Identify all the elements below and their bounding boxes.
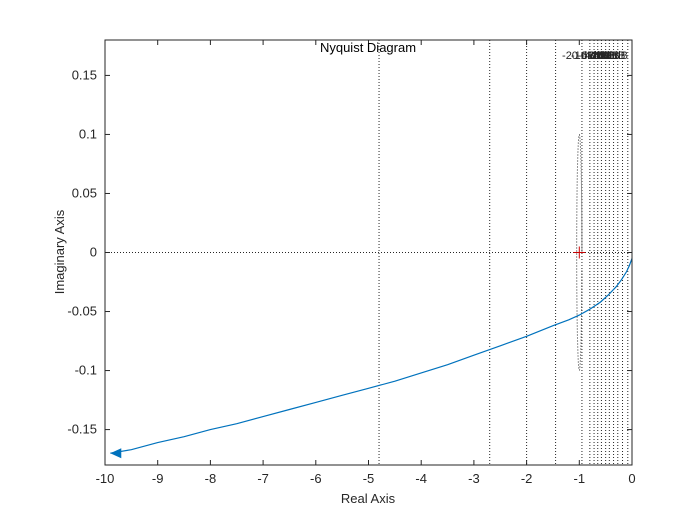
x-tick-label: -1 xyxy=(574,471,586,486)
grid-magnitude-label: 2 dB xyxy=(592,50,615,62)
tick-layer: -10 -9 -8 -7 -6 -5 -4 -3 -2 -1 0-0.15-0.1-0.0500.0… xyxy=(67,40,636,486)
nyquist-curve xyxy=(110,258,633,454)
chart-title: Nyquist Diagram xyxy=(320,40,416,55)
grid-magnitude-label: -10 dB xyxy=(571,50,603,62)
grid-magnitude-label: -20 dB xyxy=(562,50,594,62)
x-tick-label: -4 xyxy=(415,471,427,486)
x-tick-label: -2 xyxy=(521,471,533,486)
grid-magnitude-label: 0 dB xyxy=(589,50,612,62)
x-tick-label: -6 xyxy=(310,471,322,486)
x-tick-label: -10 xyxy=(96,471,115,486)
marker-layer xyxy=(573,246,586,259)
grid-layer: -20 dB-10 dB-6 dB-4 dB-2 dB0 dB2 dB4 dB6… xyxy=(105,40,632,465)
plot-frame xyxy=(104,39,633,466)
x-tick-label: -9 xyxy=(152,471,164,486)
grid-magnitude-label: 6 dB xyxy=(597,50,620,62)
grid-magnitude-label: 10 dB xyxy=(597,50,626,62)
x-axis-label: Real Axis xyxy=(341,491,396,506)
y-tick-label: 0.05 xyxy=(72,185,97,200)
grid-magnitude-label: -2 dB xyxy=(584,50,610,62)
grid-magnitude-label: 4 dB xyxy=(594,50,617,62)
y-tick-label: 0 xyxy=(90,245,97,260)
y-tick-label: 0.15 xyxy=(72,67,97,82)
x-tick-label: -7 xyxy=(257,471,269,486)
x-tick-label: -3 xyxy=(468,471,480,486)
critical-point-marker xyxy=(573,246,586,259)
series-layer xyxy=(110,258,633,459)
grid-magnitude-label: 20 dB xyxy=(599,50,628,62)
grid-magnitude-label: -4 dB xyxy=(581,50,607,62)
y-axis-label: Imaginary Axis xyxy=(52,209,67,294)
y-tick-label: -0.15 xyxy=(67,422,97,437)
x-tick-label: 0 xyxy=(628,471,635,486)
grid-line-magnitude-loop xyxy=(576,134,583,372)
y-tick-label: -0.1 xyxy=(75,363,97,378)
y-tick-label: -0.05 xyxy=(67,304,97,319)
x-tick-label: -5 xyxy=(363,471,375,486)
direction-arrow xyxy=(110,448,122,459)
grid-magnitude-label: -6 dB xyxy=(578,50,604,62)
y-tick-label: 0.1 xyxy=(79,126,97,141)
x-tick-label: -8 xyxy=(205,471,217,486)
